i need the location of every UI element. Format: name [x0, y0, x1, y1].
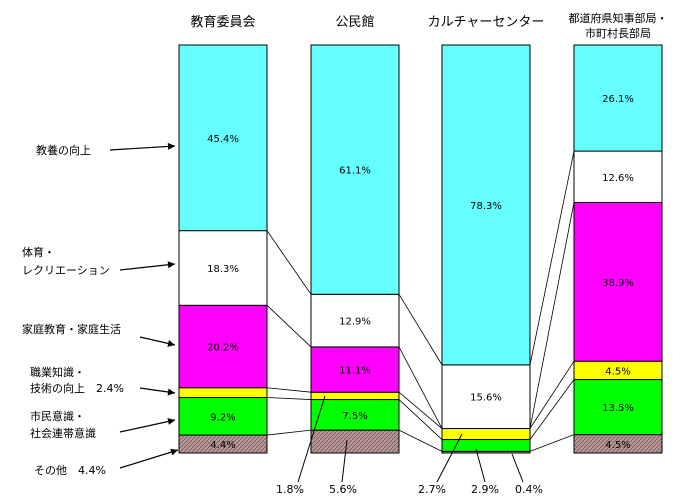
callout-label: 職業知識・ [30, 365, 85, 379]
bars [178, 44, 663, 454]
bar-segment [441, 364, 531, 430]
callout-arrow [119, 449, 179, 469]
callout-label: 社会連帯意識 [30, 426, 96, 440]
connector-line [398, 346, 443, 429]
category-label: カルチャーセンター [428, 15, 545, 30]
arrow-head [167, 261, 175, 269]
data-label: 20.2% [207, 343, 239, 354]
data-label: 9.2% [210, 412, 235, 423]
category-label: 公民館 [335, 15, 374, 30]
bar-segment [441, 439, 531, 452]
arrow-head [167, 418, 175, 425]
labels: 4.4% 9.2% 20.2% 18.3% 45.4% 7.5% 11.1% 12.9% 61.… [190, 11, 667, 451]
bar-segment [310, 293, 400, 348]
data-label: 61.1% [339, 166, 371, 177]
connector-line [529, 150, 575, 365]
arrow-head [170, 448, 178, 456]
callout-label: 1.8% [276, 483, 304, 496]
callout-label: 0.4% [515, 483, 543, 496]
arrow-head [167, 340, 175, 347]
callout-arrow [119, 419, 176, 433]
bar-segment [573, 379, 663, 436]
data-label: 26.1% [602, 94, 634, 105]
data-label: 4.4% [210, 440, 235, 451]
callout-leader [436, 433, 463, 483]
data-label: 18.3% [207, 264, 239, 275]
bottom-callouts: 1.8% 5.6% 2.7% 2.9% 0.4% [276, 395, 543, 496]
data-label: 15.6% [470, 393, 502, 404]
callout-arrow [109, 145, 176, 151]
data-label: 7.5% [342, 411, 367, 422]
connector-line [529, 360, 575, 429]
connector-line [529, 202, 575, 429]
data-label: 12.9% [339, 317, 371, 328]
connector-line [266, 230, 312, 295]
connector-line [529, 379, 575, 440]
category-label: 教育委員会 [190, 14, 255, 30]
connector-line [266, 397, 312, 400]
connector-line [266, 305, 312, 348]
callout-label: 5.6% [329, 483, 357, 496]
connector-line [398, 391, 443, 429]
bar-segment [441, 44, 531, 366]
data-label: 4.5% [605, 440, 630, 451]
bar-segment [573, 44, 663, 152]
connector-lines [266, 150, 575, 452]
data-label: 78.3% [470, 201, 502, 212]
bar-segment [310, 44, 400, 295]
arrow-head [167, 388, 175, 396]
callout-label: 家庭教育・家庭生活 [22, 322, 121, 336]
connector-line [266, 429, 312, 436]
connector-line [266, 387, 312, 393]
bar-segment [178, 44, 268, 232]
callout-label: 2.9% [471, 483, 499, 496]
data-label: 38.9% [602, 278, 634, 289]
callout-label: レクリエーション [22, 264, 110, 277]
callout-leader [475, 448, 486, 483]
category-label: 市町村長部局 [585, 26, 651, 40]
bar-segment [310, 429, 400, 454]
data-label: 4.5% [605, 366, 630, 377]
callout-label: 市民意識・ [30, 409, 85, 423]
callout-leader [297, 395, 326, 483]
data-label: 12.6% [602, 173, 634, 184]
connector-line [398, 429, 443, 452]
arrow-head [167, 142, 175, 150]
callout-label: 技術の向上 2.4% [30, 381, 124, 395]
bar-segment [178, 387, 268, 399]
connector-line [398, 399, 443, 440]
connector-line [398, 294, 443, 366]
data-label: 45.4% [207, 134, 239, 145]
callout-arrow [119, 263, 176, 271]
bar-segment [310, 399, 400, 431]
bar-segment [441, 428, 531, 441]
bar-segment [573, 201, 663, 362]
data-label: 13.5% [602, 403, 634, 414]
data-label: 11.1% [339, 366, 371, 377]
category-label: 都道府県知事部局・ [569, 11, 668, 25]
bar-segment [573, 150, 663, 203]
connector-line [529, 434, 575, 452]
callout-leader [511, 453, 524, 483]
callout-label: 教養の向上 [36, 143, 91, 157]
callout-label: その他 4.4% [34, 464, 106, 477]
callout-label: 体育・ [22, 245, 55, 259]
callout-leader [341, 439, 348, 483]
callout-label: 2.7% [418, 483, 446, 496]
